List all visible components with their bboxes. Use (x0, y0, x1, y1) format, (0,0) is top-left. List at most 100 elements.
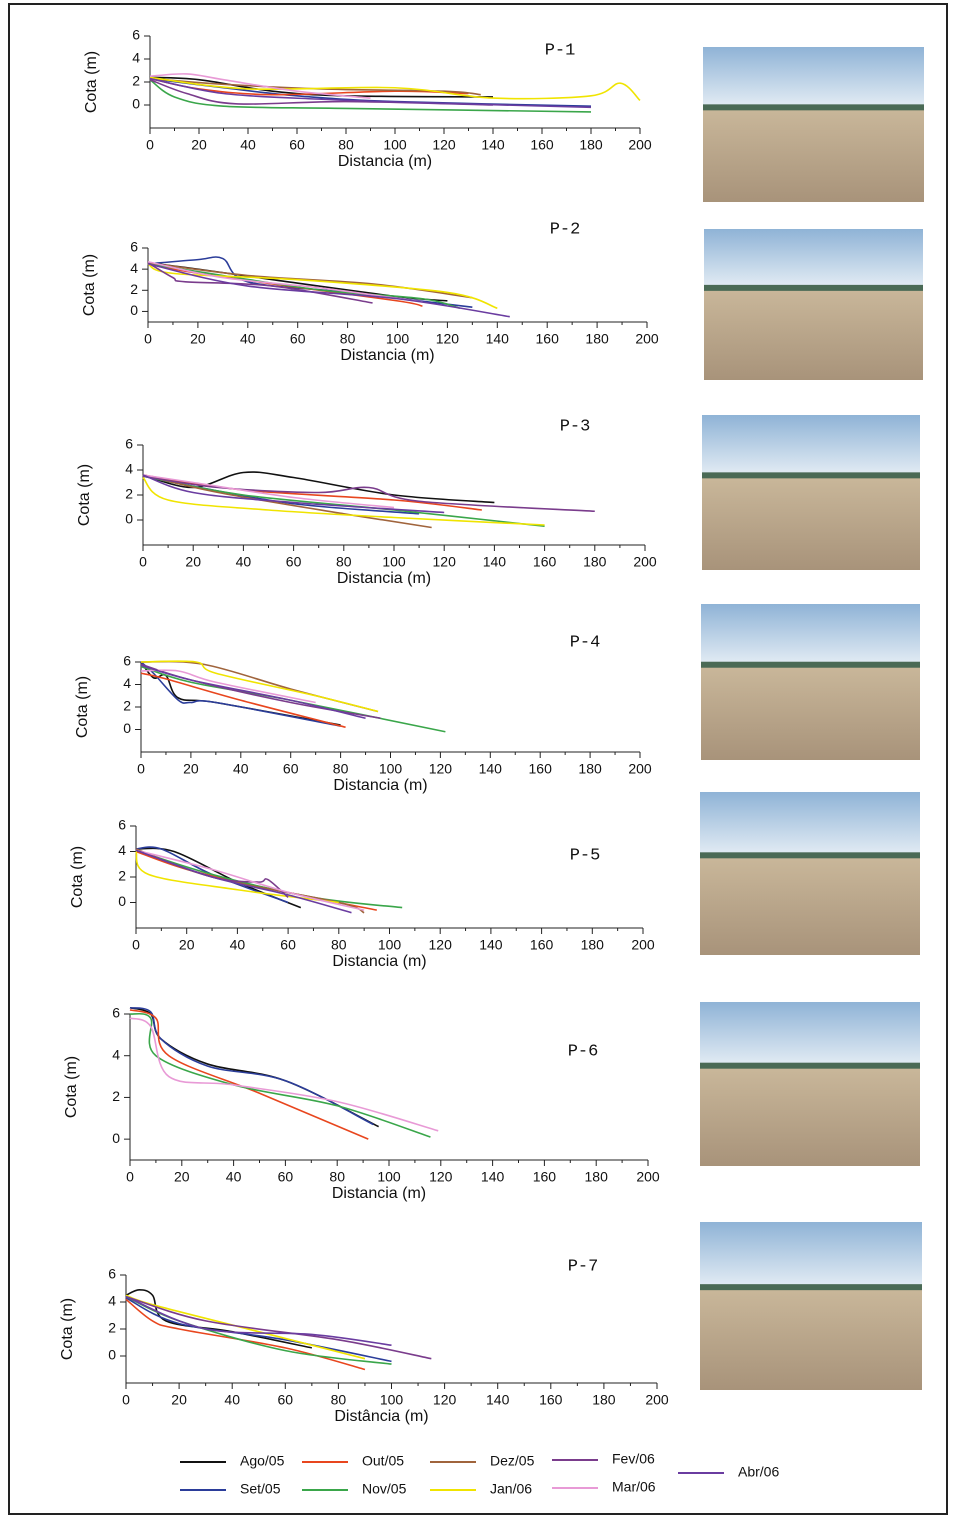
profile-line (125, 1295, 392, 1346)
legend-label: Set/05 (240, 1481, 281, 1497)
x-tick-label: 160 (533, 1169, 557, 1185)
legend-label: Dez/05 (490, 1453, 535, 1469)
x-tick-label: 20 (190, 331, 206, 347)
y-tick-label: 4 (118, 842, 126, 858)
x-tick-label: 80 (331, 1392, 347, 1408)
x-tick-label: 80 (340, 331, 356, 347)
y-tick-label: 6 (123, 653, 131, 669)
x-axis-label: Distancia (m) (333, 777, 427, 794)
y-tick-label: 0 (130, 302, 138, 318)
x-tick-label: 80 (338, 137, 354, 153)
legend: Ago/05 Set/05 Out/05 Nov/05 Dez/05 Jan/06 Fev/… (180, 1451, 779, 1497)
y-tick-label: 0 (123, 720, 131, 736)
profile-line (140, 669, 316, 704)
profile-line (129, 1006, 379, 1128)
profile-line (142, 475, 595, 513)
photo-sand (703, 109, 924, 202)
profile-line (129, 1009, 369, 1140)
x-tick-label: 60 (283, 761, 299, 777)
y-tick-label: 0 (118, 893, 126, 909)
x-tick-label: 180 (585, 331, 609, 347)
x-tick-label: 200 (645, 1392, 669, 1408)
legend-label: Fev/06 (612, 1451, 655, 1467)
x-tick-label: 20 (179, 937, 195, 953)
profile-line (129, 1017, 439, 1132)
photo-sky (703, 47, 924, 109)
x-tick-label: 0 (146, 137, 154, 153)
x-tick-label: 60 (286, 554, 302, 570)
chart-title: P-1 (545, 41, 576, 60)
x-tick-label: 80 (331, 937, 347, 953)
chart: 0 20 40 60 80 100 120 140 160 180 200 0 2 4 6 Distancia… (76, 417, 657, 587)
profile-line (142, 474, 432, 529)
x-tick-label: 0 (126, 1169, 134, 1185)
x-tick-label: 40 (226, 1169, 242, 1185)
chart-title: P-4 (570, 633, 601, 652)
profile-line (149, 76, 494, 98)
profile-line (140, 664, 366, 720)
x-tick-label: 0 (132, 937, 140, 953)
x-tick-label: 180 (581, 937, 605, 953)
x-tick-label: 20 (171, 1392, 187, 1408)
chart: 0 20 40 60 80 100 120 140 160 180 200 0 2 4 6 Distancia… (63, 1005, 660, 1203)
photos (700, 47, 924, 1390)
profile-line (140, 672, 346, 729)
x-tick-label: 100 (382, 554, 406, 570)
chart: 0 20 40 60 80 100 120 140 160 180 200 0 2 4 6 Distancia… (69, 817, 655, 971)
frame (8, 3, 948, 1515)
photo-sky (700, 792, 920, 858)
photo-sky (704, 229, 923, 290)
x-tick-label: 120 (432, 137, 456, 153)
x-tick-label: 180 (578, 761, 602, 777)
x-tick-label: 0 (139, 554, 147, 570)
chart: 0 20 40 60 80 100 120 140 160 180 200 0 2 4 6 Distância… (59, 1257, 669, 1425)
profile-line (149, 79, 592, 113)
x-tick-label: 40 (240, 331, 256, 347)
y-axis-label: Cota (m) (63, 1056, 80, 1118)
x-tick-label: 100 (378, 937, 402, 953)
x-axis-label: Distância (m) (334, 1408, 428, 1425)
x-tick-label: 120 (433, 1392, 457, 1408)
x-tick-label: 60 (290, 331, 306, 347)
y-tick-label: 2 (118, 868, 126, 884)
y-tick-label: 4 (108, 1293, 116, 1309)
x-tick-label: 140 (479, 761, 503, 777)
photo-sky (701, 604, 920, 667)
y-tick-label: 2 (112, 1088, 120, 1104)
legend-label: Nov/05 (362, 1481, 407, 1497)
x-tick-label: 200 (633, 554, 657, 570)
photo-shore (702, 472, 920, 479)
profile-line (129, 1006, 374, 1126)
y-axis-label: Cota (m) (76, 464, 93, 526)
profile-line (140, 665, 446, 733)
photo-sky (700, 1222, 922, 1290)
profile-line (135, 849, 403, 909)
x-tick-label: 100 (377, 1169, 401, 1185)
x-tick-label: 40 (233, 761, 249, 777)
x-tick-label: 40 (240, 137, 256, 153)
x-tick-label: 180 (592, 1392, 616, 1408)
x-tick-label: 200 (636, 1169, 660, 1185)
x-tick-label: 160 (539, 1392, 563, 1408)
x-tick-label: 160 (536, 331, 560, 347)
photo-sand (704, 289, 923, 380)
profile-line (135, 849, 352, 914)
chart: 0 20 40 60 80 100 120 140 160 180 200 0 2 4 6 Distancia… (83, 27, 652, 171)
x-tick-label: 160 (533, 554, 557, 570)
profile-line (142, 474, 445, 514)
photo-shore (701, 661, 920, 668)
x-tick-label: 100 (379, 761, 403, 777)
chart-title: P-3 (560, 417, 591, 436)
x-tick-label: 140 (481, 1169, 505, 1185)
x-axis-label: Distancia (m) (340, 347, 434, 364)
x-tick-label: 120 (429, 937, 453, 953)
profile-line (129, 1012, 431, 1138)
legend-label: Abr/06 (738, 1464, 779, 1480)
profile-line (147, 263, 461, 310)
x-axis-label: Distancia (m) (332, 1185, 426, 1202)
profile-line (125, 1295, 392, 1365)
x-tick-label: 20 (185, 554, 201, 570)
y-tick-label: 6 (108, 1266, 116, 1282)
y-tick-label: 6 (130, 239, 138, 255)
photo-sand (700, 857, 920, 955)
